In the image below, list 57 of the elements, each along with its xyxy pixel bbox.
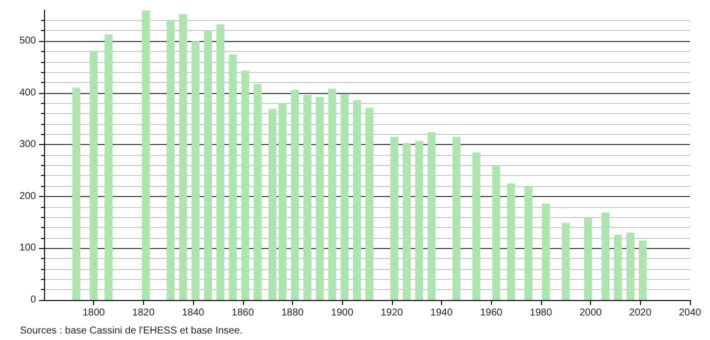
x-tick-label: 2040: [678, 308, 702, 318]
bar: [390, 136, 398, 300]
bar: [204, 30, 212, 300]
x-tick-label: 1940: [430, 308, 454, 318]
y-tick-label: 100: [19, 242, 36, 254]
bar: [316, 97, 324, 300]
bar: [278, 103, 287, 300]
y-tick-label: 300: [19, 139, 36, 150]
bar: [365, 108, 374, 300]
bar: [104, 34, 113, 300]
y-tick-label: 400: [19, 87, 36, 98]
bar: [638, 240, 647, 300]
source-note: Sources : base Cassini de l'EHESS et base Insee.: [20, 326, 243, 336]
x-tick-label: 1860: [232, 308, 254, 318]
bar: [90, 50, 98, 300]
bar: [626, 232, 634, 300]
x-tick-label: 1980: [530, 308, 552, 318]
bar: [492, 165, 500, 300]
bar: [584, 218, 592, 300]
bar: [268, 108, 277, 300]
bar: [602, 212, 610, 300]
bar: [241, 70, 250, 300]
bar: [166, 20, 175, 300]
bar: [524, 186, 532, 300]
bar: [472, 152, 480, 300]
y-tick-label: 0: [30, 294, 36, 306]
bar: [614, 234, 622, 300]
bar: [142, 10, 150, 300]
bar: [254, 84, 262, 300]
x-tick-label: 2020: [629, 308, 652, 318]
bar: [192, 41, 200, 300]
bar: [179, 14, 188, 300]
bar: [507, 183, 516, 300]
bar: [353, 100, 362, 300]
bar: [562, 222, 570, 300]
x-tick-label: 1960: [480, 308, 503, 318]
x-tick-label: 1840: [182, 308, 205, 318]
bar: [340, 94, 349, 300]
bar: [216, 24, 224, 300]
x-tick-label: 1900: [331, 308, 354, 318]
bar: [415, 141, 424, 300]
bar: [290, 90, 299, 300]
bar: [402, 143, 411, 300]
bar: [228, 54, 237, 300]
x-tick-label: 1880: [281, 308, 304, 318]
y-tick-label: 500: [19, 36, 36, 47]
bar: [428, 132, 436, 300]
x-tick-label: 1920: [380, 308, 404, 318]
x-tick-label: 1820: [132, 308, 155, 318]
x-tick-label: 2000: [579, 308, 602, 318]
x-tick-label: 1800: [82, 308, 106, 318]
y-tick-label: 200: [19, 190, 36, 202]
bar: [303, 94, 312, 300]
bar: [452, 136, 460, 300]
bar: [72, 88, 80, 300]
bar: [542, 204, 550, 300]
bar: [328, 88, 336, 300]
